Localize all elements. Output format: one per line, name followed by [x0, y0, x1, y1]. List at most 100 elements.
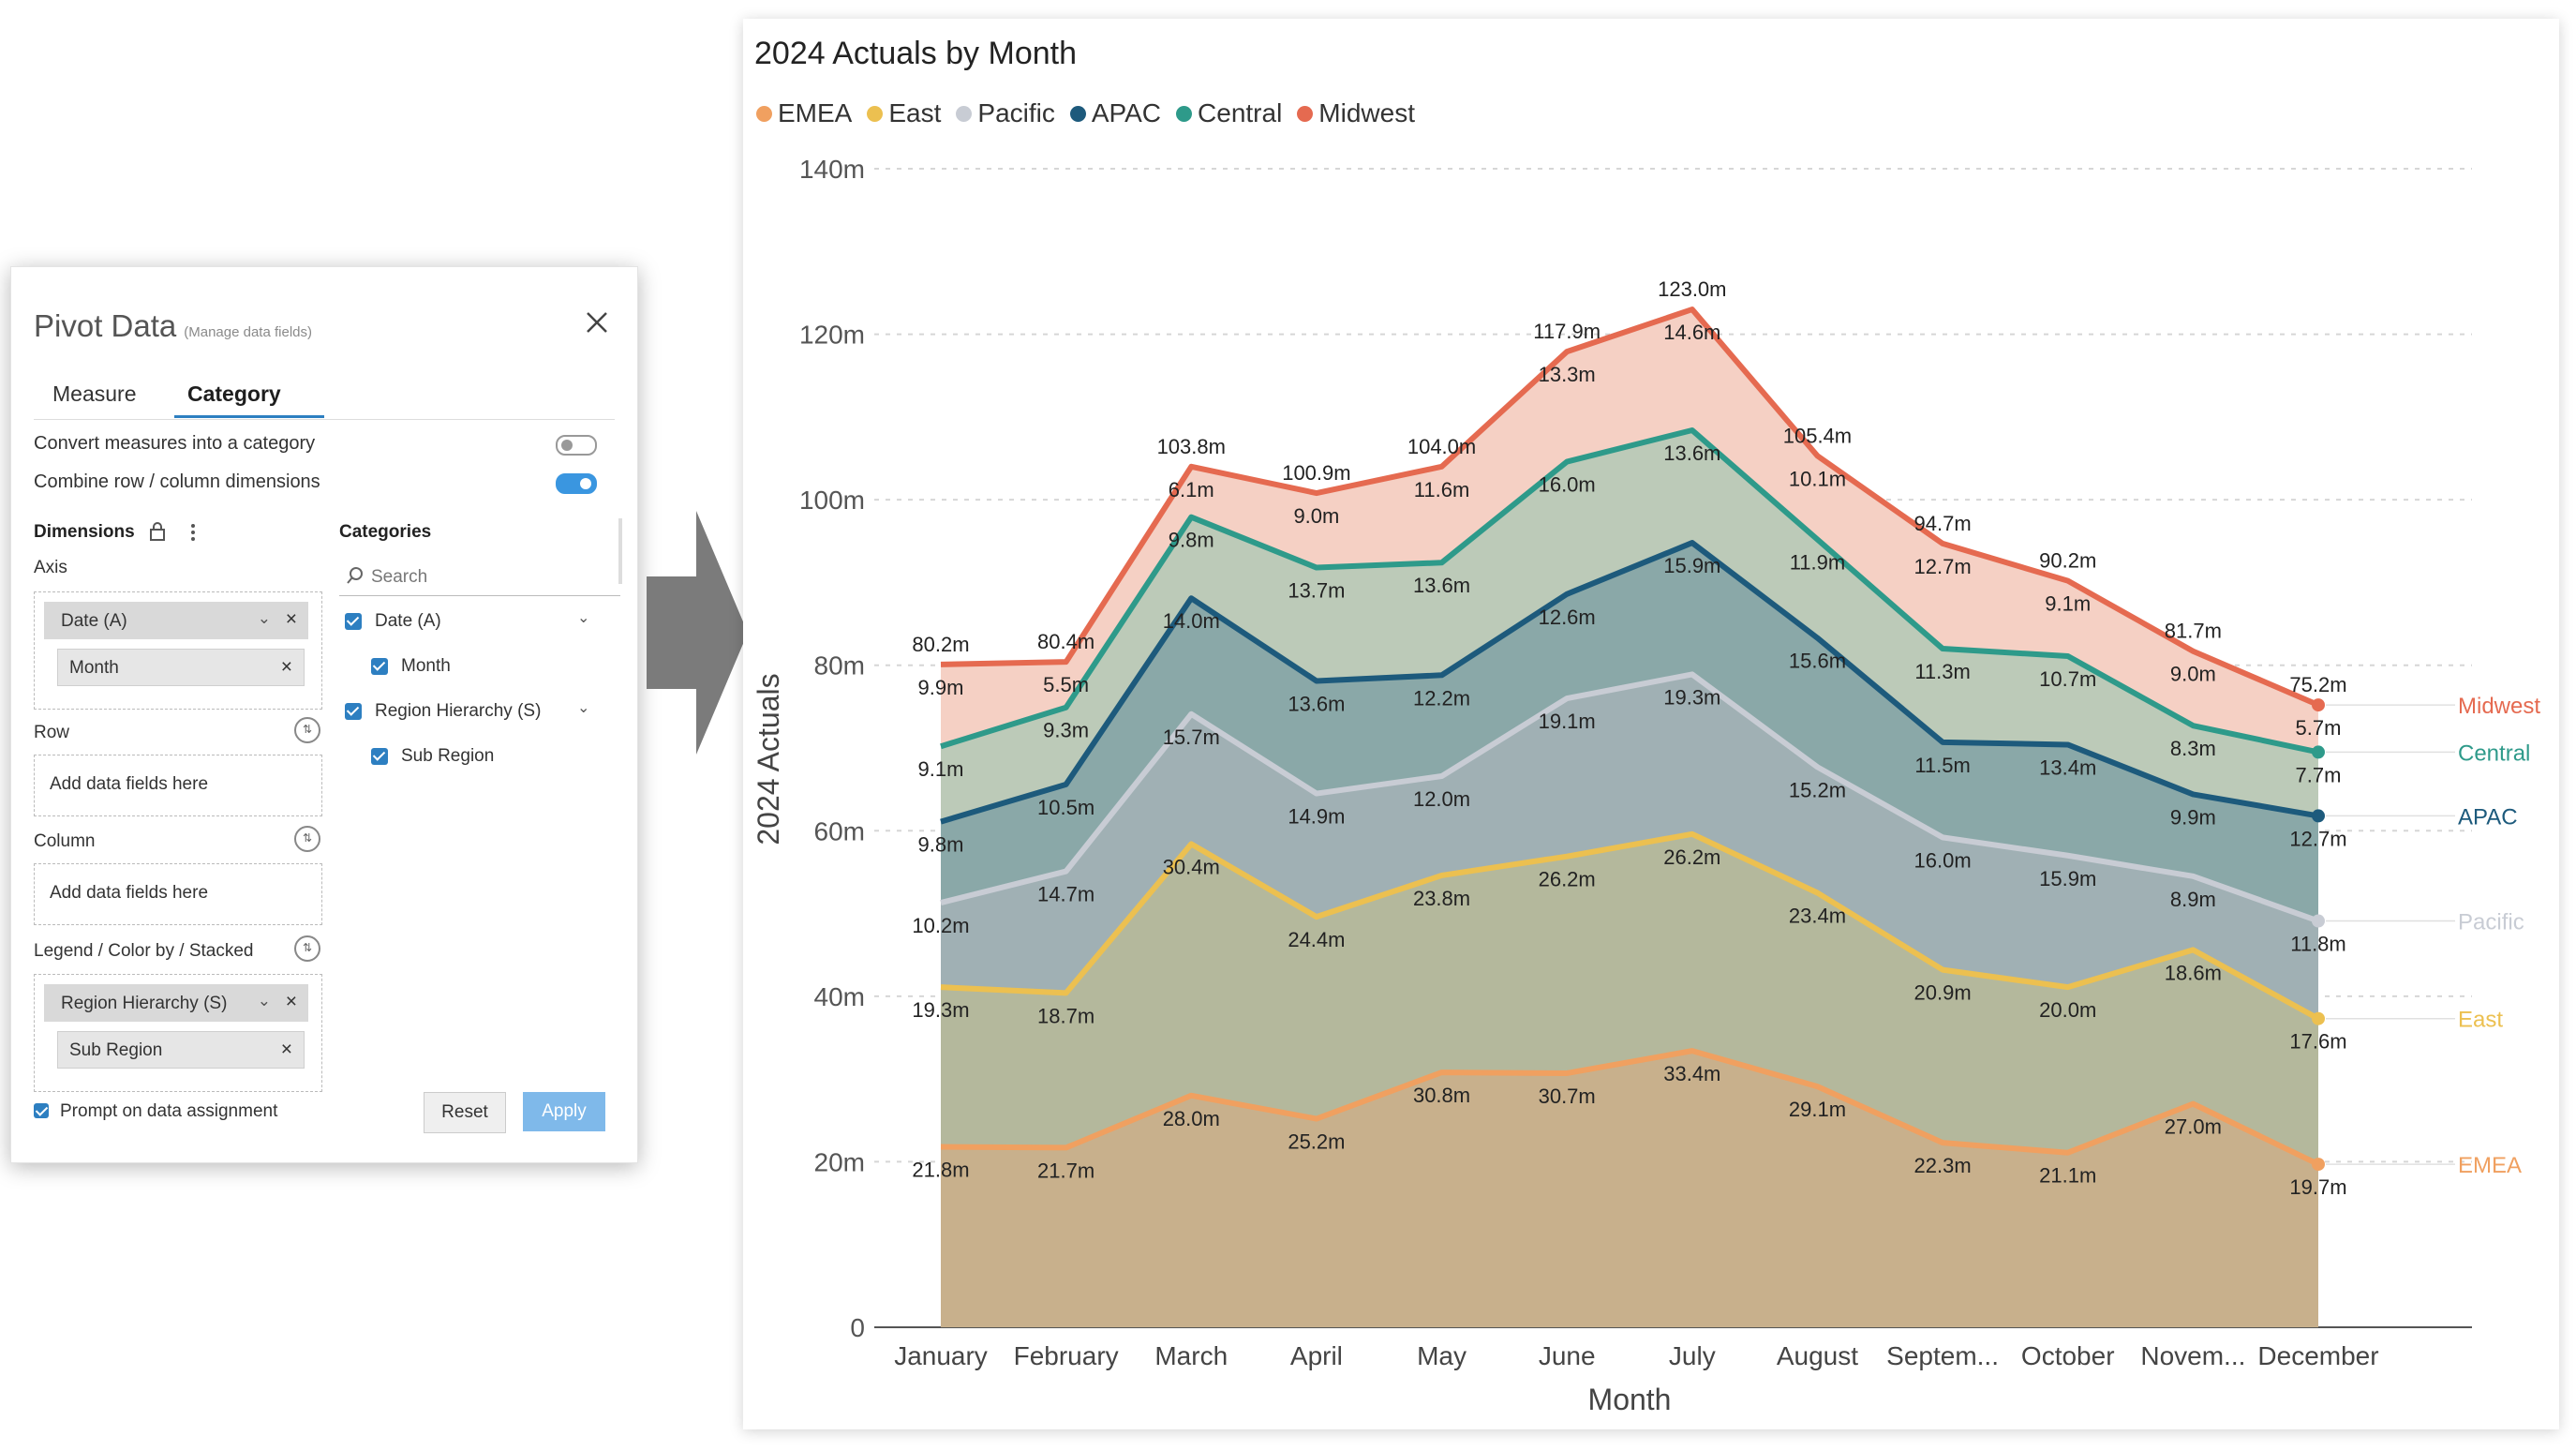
checkbox-date[interactable] — [345, 613, 362, 630]
legend-label: Legend / Color by / Stacked — [34, 941, 254, 961]
series-line-central — [940, 426, 2319, 755]
close-icon[interactable] — [583, 308, 611, 337]
axis-chip[interactable]: Date (A) ⌄ × Month × — [44, 602, 308, 686]
legend-chip[interactable]: Region Hierarchy (S) ⌄ × Sub Region × — [44, 984, 308, 1069]
data-label: 18.6m — [2165, 961, 2222, 984]
y-tick-label: 100m — [799, 486, 865, 515]
data-label: 26.2m — [1663, 845, 1720, 869]
data-label: 16.0m — [1539, 473, 1596, 497]
legend-item-apac[interactable]: APAC — [1069, 97, 1161, 130]
data-label: 18.7m — [1037, 1004, 1094, 1027]
legend-item-pacific[interactable]: Pacific — [956, 97, 1055, 130]
series-end-point — [2312, 1011, 2325, 1025]
area-central — [941, 429, 2318, 822]
data-label: 11.9m — [1790, 551, 1846, 575]
y-axis-title: 2024 Actuals — [752, 673, 785, 845]
chevron-down-icon[interactable]: ⌄ — [577, 610, 590, 626]
chevron-down-icon[interactable]: ⌄ — [577, 700, 590, 716]
search-placeholder: Search — [371, 567, 428, 587]
prompt-checkbox[interactable] — [34, 1103, 49, 1118]
data-label: 30.7m — [1539, 1085, 1596, 1108]
legend-item-central[interactable]: Central — [1176, 97, 1282, 130]
area-apac — [941, 543, 2318, 921]
x-tick-label: October — [2021, 1341, 2115, 1370]
combine-dimensions-toggle[interactable] — [556, 473, 597, 494]
convert-measures-toggle[interactable] — [556, 435, 597, 456]
categories-heading: Categories — [339, 522, 432, 542]
column-placeholder: Add data fields here — [50, 883, 209, 903]
data-label: 22.3m — [1914, 1154, 1972, 1177]
y-tick-label: 140m — [799, 155, 865, 184]
x-axis-title: Month — [1588, 1383, 1672, 1416]
x-tick-label: Novem... — [2140, 1341, 2245, 1370]
remove-icon[interactable]: × — [285, 608, 297, 630]
row-label: Row — [34, 723, 70, 742]
legend-item-east[interactable]: East — [867, 97, 941, 130]
legend-sub-chip[interactable]: Sub Region × — [57, 1031, 305, 1069]
data-label: 33.4m — [1663, 1062, 1720, 1085]
series-line-emea — [940, 1048, 2320, 1167]
remove-icon[interactable]: × — [280, 656, 292, 678]
panel-title: Pivot Data (Manage data fields) — [34, 308, 312, 344]
total-label: 123.0m — [1658, 277, 1726, 301]
swap-icon[interactable]: ⇅ — [294, 717, 320, 743]
x-tick-label: December — [2257, 1341, 2378, 1370]
more-options-icon[interactable] — [189, 522, 197, 543]
chevron-down-icon[interactable]: ⌄ — [257, 992, 271, 1010]
scrollbar[interactable] — [618, 518, 622, 584]
option-combine-dimensions-label: Combine row / column dimensions — [34, 471, 320, 492]
apply-button[interactable]: Apply — [523, 1092, 605, 1131]
remove-icon[interactable]: × — [285, 991, 297, 1012]
data-label: 20.9m — [1914, 981, 1972, 1005]
row-drop-zone[interactable]: Add data fields here — [34, 755, 322, 816]
data-label: 11.3m — [1914, 660, 1971, 683]
series-line-apac — [940, 540, 2319, 825]
reset-button[interactable]: Reset — [424, 1092, 506, 1133]
series-end-point — [2312, 914, 2325, 928]
data-label: 17.6m — [2289, 1030, 2346, 1054]
category-search-input[interactable]: Search — [339, 558, 620, 596]
data-label: 19.1m — [1539, 710, 1596, 733]
data-label: 14.9m — [1288, 805, 1345, 829]
data-label: 23.8m — [1413, 887, 1470, 910]
data-label: 12.2m — [1413, 686, 1470, 710]
data-label: 15.2m — [1789, 778, 1846, 801]
swap-icon[interactable]: ⇅ — [294, 935, 320, 962]
checkbox-sub-region[interactable] — [371, 748, 388, 765]
axis-drop-zone[interactable]: Date (A) ⌄ × Month × — [34, 591, 322, 710]
lock-icon[interactable] — [149, 521, 166, 542]
remove-icon[interactable]: × — [280, 1039, 292, 1060]
tab-measure[interactable]: Measure — [52, 381, 137, 406]
x-tick-label: March — [1154, 1341, 1228, 1370]
area-emea — [941, 1051, 2318, 1327]
data-label: 12.7m — [1914, 555, 1972, 578]
panel-title-text: Pivot Data — [34, 308, 177, 343]
chart-legend: EMEA East Pacific APAC Central Midwest — [756, 97, 1430, 130]
data-label: 14.0m — [1163, 609, 1220, 633]
tab-category[interactable]: Category — [187, 381, 281, 406]
series-end-label: EMEA — [2458, 1153, 2522, 1178]
series-end-point — [2312, 1158, 2325, 1172]
data-label: 5.5m — [1043, 673, 1089, 696]
swap-icon[interactable]: ⇅ — [294, 826, 320, 852]
series-line-midwest — [940, 307, 2320, 708]
column-drop-zone[interactable]: Add data fields here — [34, 863, 322, 925]
legend-item-emea[interactable]: EMEA — [756, 97, 852, 130]
checkbox-month[interactable] — [371, 658, 388, 675]
axis-sub-chip[interactable]: Month × — [57, 649, 305, 686]
legend-item-midwest[interactable]: Midwest — [1297, 97, 1415, 130]
data-label: 20.0m — [2039, 998, 2096, 1022]
chevron-down-icon[interactable]: ⌄ — [257, 609, 271, 627]
legend-drop-zone[interactable]: Region Hierarchy (S) ⌄ × Sub Region × — [34, 974, 322, 1092]
data-label: 12.7m — [2289, 827, 2346, 850]
series-line-east — [940, 830, 2320, 1022]
total-label: 80.4m — [1037, 630, 1094, 653]
area-chart: 0 20m 40m 60m 80m 100m 120m 140m 21.8m 21.7m 28.0m… — [752, 155, 2540, 1416]
data-label: 8.3m — [2170, 737, 2216, 760]
total-label: 94.7m — [1914, 512, 1972, 535]
series-end-label: Midwest — [2458, 694, 2540, 719]
checkbox-region-hierarchy[interactable] — [345, 703, 362, 720]
total-label: 90.2m — [2039, 549, 2096, 573]
legend-dot — [1069, 105, 1086, 122]
data-label: 9.9m — [918, 676, 964, 699]
